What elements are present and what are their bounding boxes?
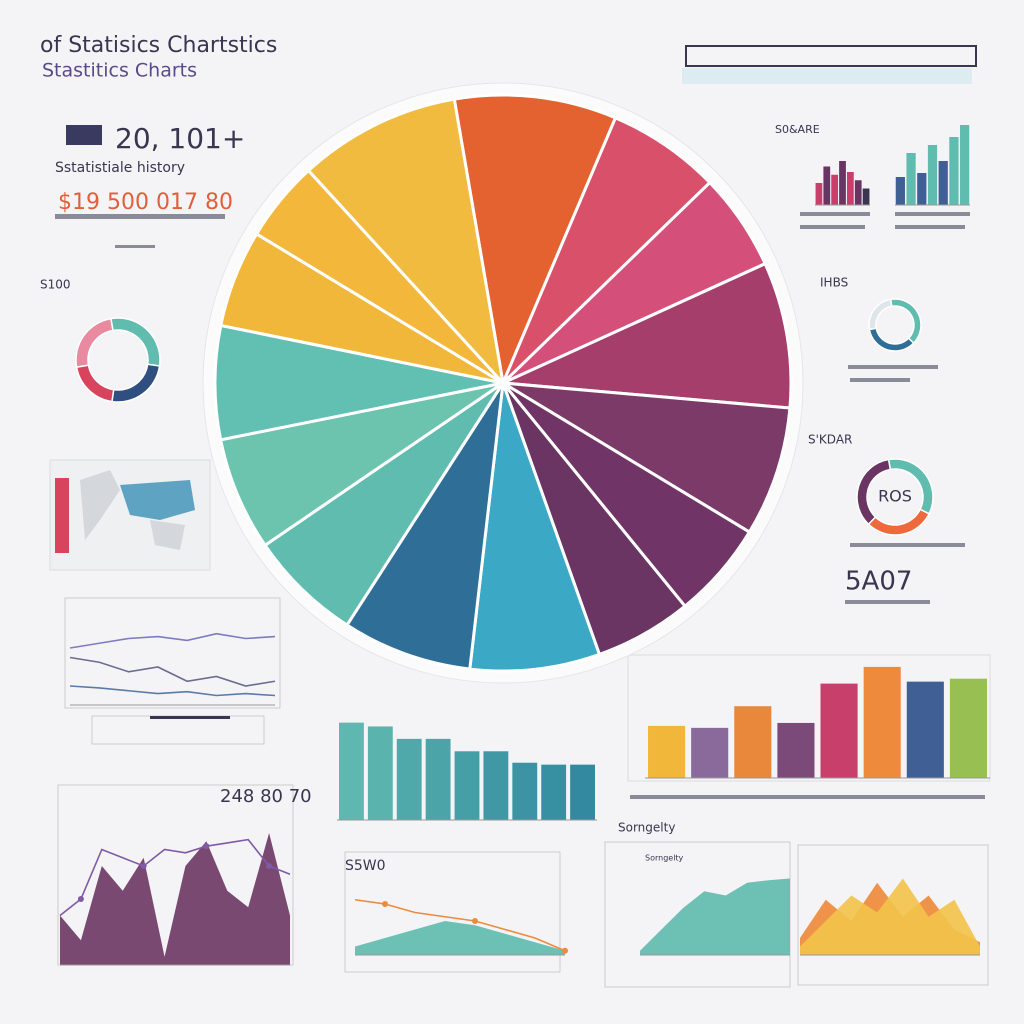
donut-segment <box>889 298 922 345</box>
pie-slice <box>218 381 504 548</box>
bar <box>367 726 393 820</box>
series-dot <box>266 863 273 869</box>
bar <box>425 738 451 820</box>
bar <box>906 153 916 205</box>
pie-slice <box>213 323 504 442</box>
donut-segment <box>867 508 931 536</box>
pie-slice <box>468 382 602 673</box>
series-dot <box>140 863 147 869</box>
bar <box>823 166 831 205</box>
series-dot <box>382 901 388 907</box>
donut-segment <box>75 317 114 368</box>
series-dot <box>562 947 568 954</box>
side-stat: 5A07 <box>845 567 912 597</box>
page-subtitle: Stastitics Charts <box>42 60 197 82</box>
series-area <box>800 878 980 955</box>
bar <box>831 174 839 205</box>
pie-slice <box>262 381 505 628</box>
series-line <box>69 656 276 687</box>
bar <box>862 188 870 205</box>
chart-title: S5W0 <box>345 858 386 874</box>
bar <box>734 706 772 778</box>
bar <box>960 125 970 205</box>
bar <box>541 764 567 820</box>
series-line <box>69 685 276 697</box>
bar <box>895 177 905 205</box>
bar <box>927 145 938 205</box>
series-dot <box>472 918 478 924</box>
bar <box>339 722 364 820</box>
donut-segment <box>75 364 115 403</box>
bar <box>863 666 901 778</box>
bar <box>938 161 948 205</box>
bar <box>906 681 944 778</box>
pie-slice <box>497 261 793 410</box>
bar <box>570 764 595 820</box>
bar <box>846 172 854 205</box>
bar <box>483 751 509 820</box>
series-area <box>60 833 290 965</box>
chart-title: Sorngelty <box>645 854 684 863</box>
bar <box>820 683 858 778</box>
chart-title: S0&ARE <box>775 123 820 136</box>
bar <box>854 180 862 205</box>
chart-title: S'KDAR <box>808 433 852 447</box>
page-title: of Statisics Chartstics <box>40 33 277 58</box>
donut-segment <box>868 298 893 331</box>
bar <box>949 678 987 778</box>
stat-caption: Sstatistiale history <box>55 160 185 176</box>
donut-segment <box>110 317 161 367</box>
decor <box>49 45 991 988</box>
bar <box>454 751 480 820</box>
chart-title: S100 <box>40 278 71 292</box>
donut-segment <box>111 363 161 403</box>
series-line <box>59 838 291 917</box>
series-area <box>640 878 790 955</box>
pie-slice <box>306 97 506 388</box>
side-label: Sorngelty <box>618 821 675 835</box>
bar <box>691 727 729 778</box>
donut-label: ROS <box>878 487 912 506</box>
pie-slice <box>501 115 712 385</box>
pie-slice <box>344 382 505 671</box>
donut-segment <box>856 458 892 526</box>
chart-title: 248 80 70 <box>220 786 312 807</box>
bar <box>839 161 846 205</box>
bar <box>777 722 815 778</box>
series-line <box>69 632 276 649</box>
stat: 20, 101+ <box>115 122 245 155</box>
bar <box>648 725 686 778</box>
bar <box>512 762 538 820</box>
donut-segment <box>868 327 915 352</box>
series-dot <box>77 896 84 902</box>
chart-title: IHBS <box>820 276 848 290</box>
money: $19 500 017 80 <box>58 190 233 215</box>
series-area <box>355 921 565 955</box>
bar <box>949 137 959 205</box>
bar <box>396 738 422 820</box>
pie-slice <box>502 381 792 535</box>
pie-slice <box>452 93 618 389</box>
bar <box>917 173 927 205</box>
series-dot <box>203 843 210 850</box>
bar <box>815 183 823 205</box>
series-line <box>354 898 566 952</box>
